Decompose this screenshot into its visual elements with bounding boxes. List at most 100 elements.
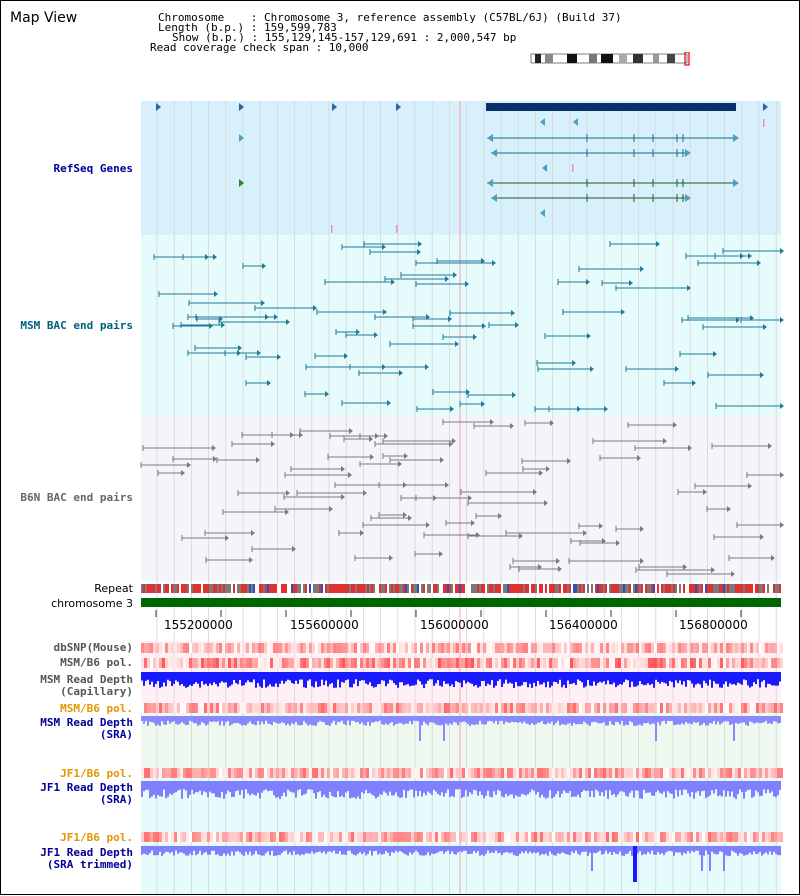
depth-bar bbox=[201, 781, 203, 795]
pol-cell bbox=[759, 768, 762, 778]
pol-cell bbox=[615, 768, 618, 778]
repeat-segment bbox=[167, 584, 169, 593]
pol-cell bbox=[507, 768, 510, 778]
depth-bar bbox=[263, 672, 265, 680]
depth-bar bbox=[671, 716, 673, 722]
depth-bar bbox=[475, 781, 477, 791]
depth-bar bbox=[175, 781, 177, 793]
dbsnp-cell bbox=[771, 643, 774, 653]
pol-cell bbox=[447, 703, 450, 713]
depth-bar bbox=[419, 846, 421, 856]
pair-end bbox=[439, 551, 443, 557]
gene-arrow bbox=[239, 134, 244, 142]
pair-end bbox=[748, 253, 752, 259]
dbsnp-cell bbox=[213, 643, 216, 653]
msm-depth-capillary-label-1: MSM Read Depth bbox=[40, 673, 133, 686]
repeat-segment bbox=[303, 584, 305, 593]
depth-bar bbox=[197, 716, 199, 726]
pol-cell bbox=[270, 832, 273, 842]
depth-bar bbox=[153, 672, 155, 687]
pol-cell bbox=[765, 832, 768, 842]
repeat-segment bbox=[331, 584, 333, 593]
depth-bar bbox=[339, 716, 341, 723]
pol-cell bbox=[192, 768, 195, 778]
depth-bar bbox=[213, 716, 215, 722]
dbsnp-cell bbox=[435, 643, 438, 653]
depth-bar bbox=[687, 716, 689, 724]
repeat-segment bbox=[759, 584, 761, 593]
pol-cell bbox=[600, 658, 603, 668]
depth-bar bbox=[429, 716, 431, 723]
depth-bar bbox=[315, 716, 317, 726]
depth-bar bbox=[301, 672, 303, 680]
marker-tick bbox=[331, 225, 333, 233]
depth-bar bbox=[507, 846, 509, 853]
repeat-segment bbox=[467, 584, 469, 593]
pair-end bbox=[640, 558, 644, 564]
repeat-segment bbox=[521, 584, 523, 593]
depth-bar bbox=[315, 781, 317, 799]
pol-cell bbox=[480, 703, 483, 713]
depth-bar bbox=[411, 846, 413, 855]
depth-bar bbox=[265, 672, 267, 688]
depth-bar bbox=[535, 781, 537, 795]
chromosome-ideogram[interactable] bbox=[529, 52, 693, 66]
pol-cell bbox=[426, 768, 429, 778]
depth-bar bbox=[367, 846, 369, 854]
pol-cell bbox=[318, 768, 321, 778]
depth-bar bbox=[689, 846, 691, 854]
pol-cell bbox=[597, 768, 600, 778]
repeat-segment bbox=[295, 584, 297, 593]
repeat-segment bbox=[649, 584, 651, 593]
pol-cell bbox=[426, 658, 429, 668]
depth-bar bbox=[399, 716, 401, 723]
depth-bar bbox=[249, 846, 251, 852]
depth-bar bbox=[501, 781, 503, 797]
repeat-segment bbox=[549, 584, 551, 593]
repeat-segment bbox=[413, 584, 415, 593]
depth-bar bbox=[299, 846, 301, 856]
page-title: Map View bbox=[10, 10, 78, 26]
pol-cell bbox=[711, 658, 714, 668]
depth-bar bbox=[277, 846, 279, 856]
pol-cell bbox=[747, 658, 750, 668]
dbsnp-cell bbox=[276, 643, 279, 653]
depth-bar bbox=[349, 781, 351, 799]
depth-bar bbox=[207, 716, 209, 725]
pol-cell bbox=[678, 832, 681, 842]
pol-cell bbox=[492, 768, 495, 778]
pair-end bbox=[384, 433, 388, 439]
pol-cell bbox=[771, 768, 774, 778]
pol-cell bbox=[369, 703, 372, 713]
depth-bar bbox=[409, 846, 411, 853]
depth-bar bbox=[487, 846, 489, 851]
depth-bar bbox=[243, 846, 245, 856]
depth-bar bbox=[765, 672, 767, 688]
depth-bar bbox=[311, 672, 313, 687]
depth-bar bbox=[719, 846, 721, 852]
repeat-segment bbox=[657, 584, 659, 593]
dbsnp-cell bbox=[414, 643, 417, 653]
depth-bar bbox=[451, 846, 453, 852]
depth-bar bbox=[561, 846, 563, 853]
repeat-segment bbox=[157, 584, 159, 593]
refseq-genes-label: RefSeq Genes bbox=[53, 162, 133, 175]
depth-bar bbox=[755, 716, 757, 723]
pol-cell bbox=[249, 703, 252, 713]
dbsnp-cell bbox=[408, 643, 411, 653]
pair-end bbox=[760, 372, 764, 378]
dbsnp-cell bbox=[183, 643, 186, 653]
repeat-segment bbox=[363, 584, 365, 593]
pol-cell bbox=[564, 832, 567, 842]
dbsnp-cell bbox=[657, 643, 660, 653]
depth-bar bbox=[167, 672, 169, 680]
repeat-segment bbox=[203, 584, 205, 593]
depth-bar bbox=[699, 781, 701, 796]
depth-bar bbox=[457, 672, 459, 683]
pol-cell bbox=[357, 832, 360, 842]
repeat-segment bbox=[375, 584, 377, 593]
pol-cell bbox=[246, 703, 249, 713]
depth-bar bbox=[493, 716, 495, 724]
depth-bar bbox=[285, 672, 287, 682]
